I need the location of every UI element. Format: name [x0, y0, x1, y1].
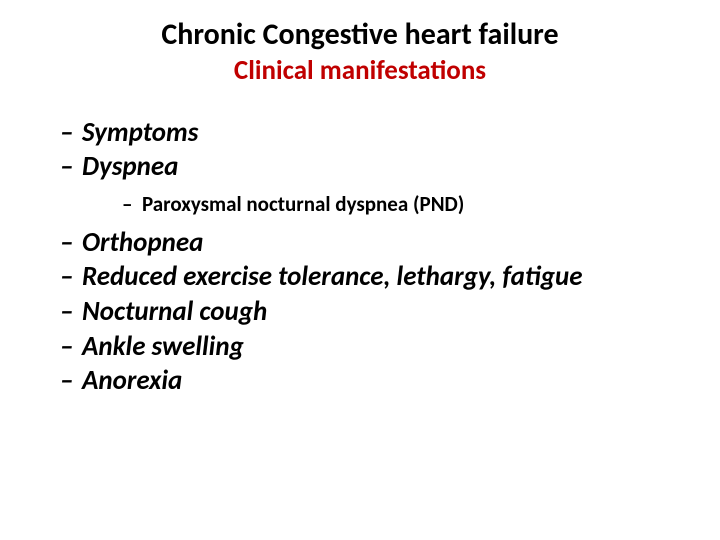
- dash-icon: –: [60, 150, 82, 185]
- bullet-anorexia: –Anorexia: [60, 364, 680, 399]
- bullet-reduced-exercise: –Reduced exercise tolerance, lethargy, f…: [60, 260, 680, 295]
- bullet-nocturnal-cough: –Nocturnal cough: [60, 295, 680, 330]
- bullet-text: Anorexia: [82, 364, 182, 397]
- slide-subtitle: Clinical manifestations: [40, 55, 680, 86]
- bullet-text: Dyspnea: [82, 150, 178, 183]
- bullet-text: Paroxysmal nocturnal dyspnea (PND): [142, 191, 464, 217]
- bullet-orthopnea: –Orthopnea: [60, 226, 680, 261]
- bullet-symptoms: –Symptoms: [60, 116, 680, 151]
- bullet-text: Reduced exercise tolerance, lethargy, fa…: [82, 260, 583, 293]
- dash-icon: –: [60, 330, 82, 365]
- dash-icon: –: [60, 260, 82, 295]
- sub-bullet-pnd: –Paroxysmal nocturnal dyspnea (PND): [60, 191, 680, 218]
- slide-body: –Symptoms –Dyspnea –Paroxysmal nocturnal…: [40, 116, 680, 399]
- slide-title: Chronic Congestive heart failure: [40, 18, 680, 53]
- bullet-text: Nocturnal cough: [82, 295, 267, 328]
- dash-icon: –: [60, 364, 82, 399]
- bullet-text: Ankle swelling: [82, 330, 244, 363]
- bullet-ankle-swelling: –Ankle swelling: [60, 330, 680, 365]
- dash-icon: –: [60, 116, 82, 151]
- dash-icon: –: [60, 226, 82, 261]
- dash-icon: –: [60, 295, 82, 330]
- dash-icon: –: [122, 191, 142, 218]
- slide: Chronic Congestive heart failure Clinica…: [0, 0, 720, 540]
- bullet-dyspnea: –Dyspnea: [60, 150, 680, 185]
- bullet-text: Symptoms: [82, 116, 198, 149]
- bullet-text: Orthopnea: [82, 226, 203, 259]
